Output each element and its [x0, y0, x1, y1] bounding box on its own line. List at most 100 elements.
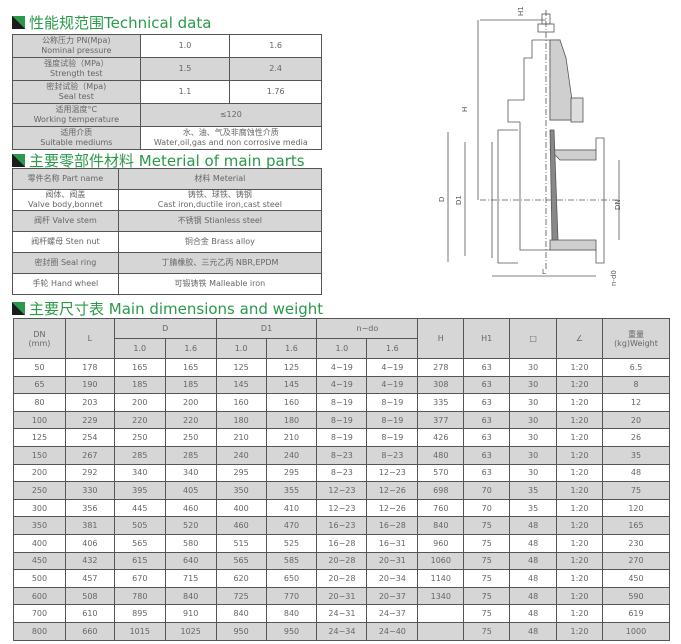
table-cell: 75: [463, 551, 511, 571]
table-cell: 292: [64, 463, 115, 483]
table-cell: 12: [601, 393, 671, 412]
header-d1: D1: [215, 318, 318, 339]
table-cell: 8−19: [366, 410, 419, 430]
table-cell: 610: [64, 604, 115, 623]
table-cell: 8−23: [366, 445, 419, 465]
table-cell: 505: [113, 516, 166, 535]
table-cell: 895: [113, 604, 166, 623]
table-cell: 770: [265, 586, 318, 606]
table-cell: 800: [13, 621, 66, 641]
table-cell: 840: [215, 604, 267, 623]
table-cell: 16−23: [316, 516, 368, 535]
table-row: 250 330 395 405 350 355 12−23 12−26 698 70 35 1:20 7…: [13, 481, 671, 500]
table-cell: 12−26: [366, 481, 419, 500]
table-cell: 410: [265, 498, 318, 518]
label-cn: 强度试验（MPa）: [44, 59, 109, 68]
spec-label: 公称压力 PN(Mpa) Nominal pressure: [12, 34, 141, 58]
table-cell: 75: [463, 604, 511, 623]
header-pn: 1.0: [113, 338, 166, 359]
table-cell: 285: [164, 445, 217, 465]
part-name: 阀杆螺母 Sten nut: [12, 231, 119, 253]
table-cell: 508: [64, 586, 115, 606]
table-cell: 185: [113, 375, 166, 395]
label-cn: 公称压力 PN(Mpa): [42, 36, 111, 45]
table-cell: 356: [64, 498, 115, 518]
table-row: 200 292 340 340 295 295 8−23 12−23 570 63 30 1:20 48: [13, 463, 671, 483]
table-cell: 8−19: [316, 410, 368, 430]
table-cell: 75: [601, 481, 671, 500]
table-cell: 75: [463, 621, 511, 641]
svg-text:n-d0: n-d0: [610, 270, 618, 286]
header-d: D: [113, 318, 217, 339]
table-cell: 160: [215, 393, 267, 412]
table-cell: 12−23: [316, 498, 368, 518]
table-row: 125 254 250 250 210 210 8−19 8−19 426 63 30 1:20 26: [13, 428, 671, 447]
table-cell: 1:20: [556, 481, 603, 500]
table-cell: 75: [463, 569, 511, 588]
table-cell: 30: [509, 393, 558, 412]
header-l: L: [64, 318, 115, 359]
table-cell: 35: [509, 481, 558, 500]
table-cell: 1:20: [556, 410, 603, 430]
table-cell: 24−37: [366, 604, 419, 623]
table-cell: 278: [417, 358, 465, 377]
table-cell: 8: [601, 375, 671, 395]
table-cell: 840: [265, 604, 318, 623]
table-cell: 20−34: [366, 569, 419, 588]
table-cell: 335: [417, 393, 465, 412]
header-h1: H1: [463, 318, 511, 359]
table-row: 300 356 445 460 400 410 12−23 12−26 760 70 35 1:20 1…: [13, 498, 671, 518]
spec-label: 适用介质 Suitable mediums: [12, 126, 141, 150]
table-cell: 65: [13, 375, 66, 395]
material-table: 零件名称 Part name 材料 Meterial 阀体、阀盖 Valve body…: [12, 168, 323, 295]
table-row: 400 406 565 580 515 525 16−28 16−31 960 75 48 1:20 2…: [13, 533, 671, 553]
dimensions-heading: 主要尺寸表 Main dimensions and weight: [12, 298, 323, 319]
table-cell: 20−31: [366, 551, 419, 571]
svg-text:L: L: [542, 268, 546, 276]
spec-value: 1.76: [229, 80, 322, 104]
table-cell: 1:20: [556, 463, 603, 483]
table-cell: [417, 604, 465, 623]
table-cell: 580: [164, 533, 217, 553]
table-cell: 210: [265, 428, 318, 447]
table-cell: 30: [509, 463, 558, 483]
header-pn: 1.0: [316, 338, 368, 359]
spec-label: 密封试验（Mpa) Seal test: [12, 80, 141, 104]
spec-value: 1.6: [229, 34, 322, 58]
label-en: Strength test: [50, 69, 103, 78]
table-cell: 457: [64, 569, 115, 588]
table-cell: 470: [265, 516, 318, 535]
table-cell: 715: [164, 569, 217, 588]
table-cell: 295: [215, 463, 267, 483]
spec-row: 公称压力 PN(Mpa) Nominal pressure 1.0 1.6: [12, 34, 322, 58]
table-cell: 48: [509, 621, 558, 641]
table-cell: 8−19: [366, 393, 419, 412]
table-cell: 48: [601, 463, 671, 483]
table-cell: 1:20: [556, 428, 603, 447]
table-cell: 220: [164, 410, 217, 430]
table-cell: 75: [463, 516, 511, 535]
table-cell: 200: [13, 463, 66, 483]
label-en: Seal test: [58, 92, 94, 101]
table-cell: 24−34: [316, 621, 368, 641]
table-cell: 210: [215, 428, 267, 447]
header-dn: DN (mm): [13, 318, 66, 359]
header-pn: 1.6: [366, 338, 419, 359]
table-cell: 910: [164, 604, 217, 623]
part-material: 丁腈橡胶、三元乙丙 NBR,EPDM: [117, 252, 323, 274]
table-cell: 200: [164, 393, 217, 412]
table-cell: 400: [13, 533, 66, 553]
table-cell: 63: [463, 393, 511, 412]
table-cell: 520: [164, 516, 217, 535]
table-cell: 406: [64, 533, 115, 553]
table-cell: 725: [215, 586, 267, 606]
table-row: 65 190 185 185 145 145 4−19 4−19 308 63 30 1:20 8: [13, 375, 671, 395]
table-cell: 230: [601, 533, 671, 553]
table-cell: 70: [463, 498, 511, 518]
table-cell: 381: [64, 516, 115, 535]
table-cell: 30: [509, 410, 558, 430]
table-cell: 220: [113, 410, 166, 430]
table-cell: 1:20: [556, 498, 603, 518]
spec-row: 强度试验（MPa） Strength test 1.5 2.4: [12, 57, 322, 81]
header-weight: 重量 (kg)Weight: [601, 318, 671, 359]
